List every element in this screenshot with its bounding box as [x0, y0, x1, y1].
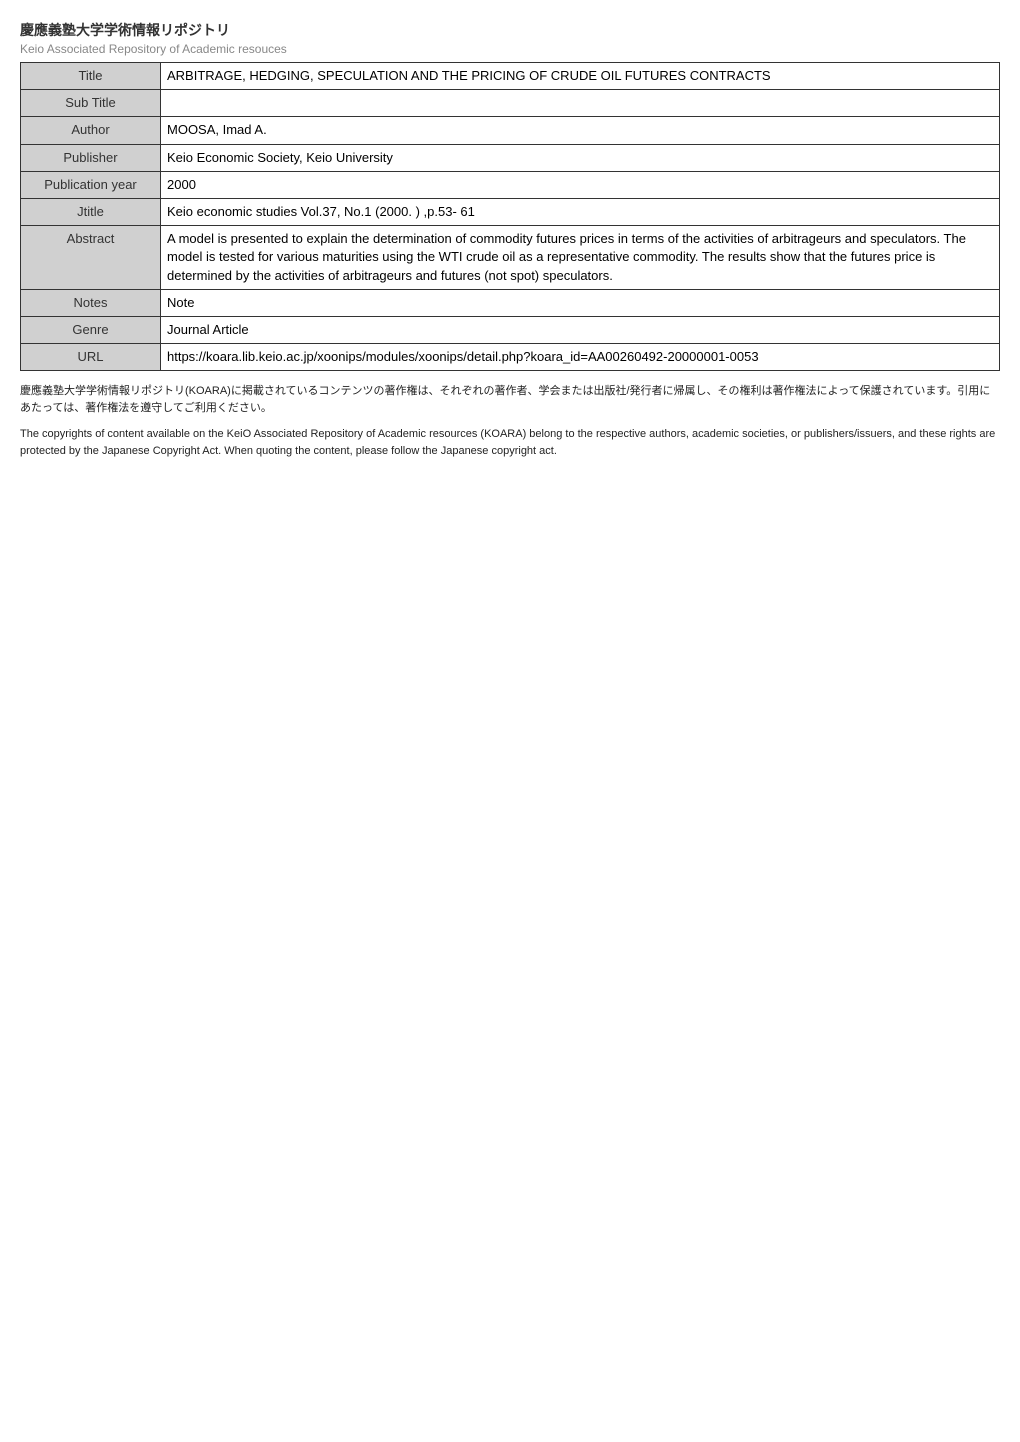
- metadata-table: Title ARBITRAGE, HEDGING, SPECULATION AN…: [20, 62, 1000, 371]
- value-author: MOOSA, Imad A.: [161, 117, 1000, 144]
- footnote-en: The copyrights of content available on t…: [20, 426, 1000, 459]
- table-row: Sub Title: [21, 90, 1000, 117]
- table-row: Genre Journal Article: [21, 316, 1000, 343]
- label-abstract: Abstract: [21, 226, 161, 290]
- table-row: Jtitle Keio economic studies Vol.37, No.…: [21, 198, 1000, 225]
- table-row: URL https://koara.lib.keio.ac.jp/xoonips…: [21, 344, 1000, 371]
- label-notes: Notes: [21, 289, 161, 316]
- label-jtitle: Jtitle: [21, 198, 161, 225]
- label-subtitle: Sub Title: [21, 90, 161, 117]
- table-row: Title ARBITRAGE, HEDGING, SPECULATION AN…: [21, 63, 1000, 90]
- value-genre: Journal Article: [161, 316, 1000, 343]
- label-pubyear: Publication year: [21, 171, 161, 198]
- repo-title-jp: 慶應義塾大学学術情報リポジトリ: [20, 20, 1000, 40]
- value-publisher: Keio Economic Society, Keio University: [161, 144, 1000, 171]
- value-jtitle: Keio economic studies Vol.37, No.1 (2000…: [161, 198, 1000, 225]
- repo-subtitle-en: Keio Associated Repository of Academic r…: [20, 42, 1000, 56]
- table-row: Publication year 2000: [21, 171, 1000, 198]
- value-pubyear: 2000: [161, 171, 1000, 198]
- table-row: Notes Note: [21, 289, 1000, 316]
- footnote-jp: 慶應義塾大学学術情報リポジトリ(KOARA)に掲載されているコンテンツの著作権は…: [20, 383, 1000, 416]
- table-row: Publisher Keio Economic Society, Keio Un…: [21, 144, 1000, 171]
- table-row: Abstract A model is presented to explain…: [21, 226, 1000, 290]
- value-title: ARBITRAGE, HEDGING, SPECULATION AND THE …: [161, 63, 1000, 90]
- label-publisher: Publisher: [21, 144, 161, 171]
- label-title: Title: [21, 63, 161, 90]
- label-genre: Genre: [21, 316, 161, 343]
- value-url: https://koara.lib.keio.ac.jp/xoonips/mod…: [161, 344, 1000, 371]
- value-notes: Note: [161, 289, 1000, 316]
- table-row: Author MOOSA, Imad A.: [21, 117, 1000, 144]
- value-abstract: A model is presented to explain the dete…: [161, 226, 1000, 290]
- value-subtitle: [161, 90, 1000, 117]
- label-author: Author: [21, 117, 161, 144]
- label-url: URL: [21, 344, 161, 371]
